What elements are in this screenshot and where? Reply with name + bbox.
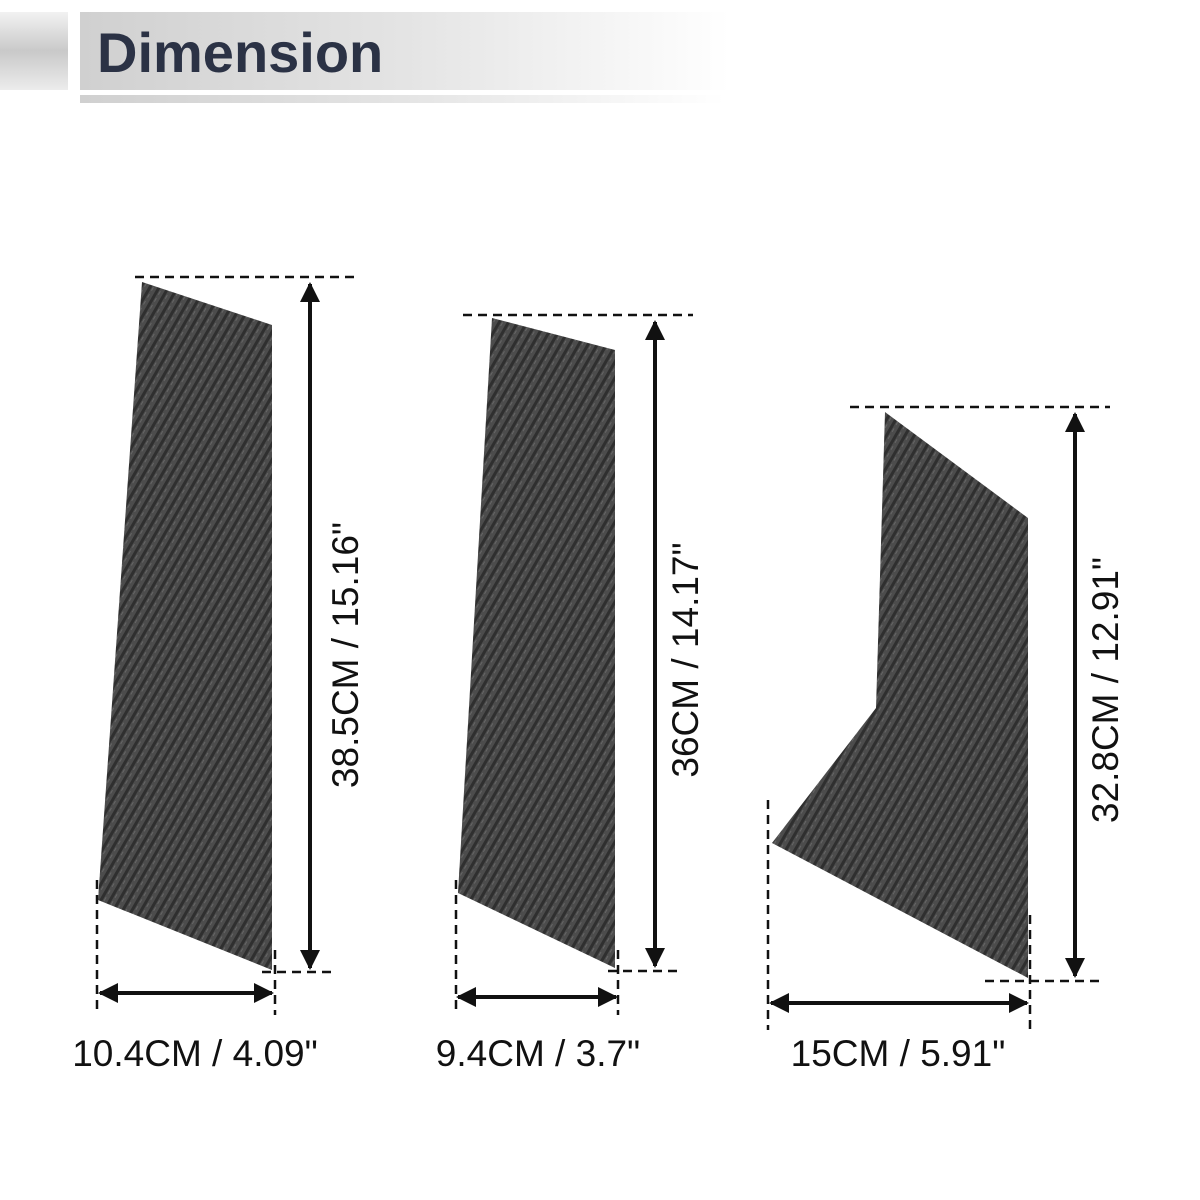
panel-shape bbox=[458, 318, 615, 968]
piece-1: 10.4CM / 4.09" 38.5CM / 15.16" bbox=[72, 275, 366, 1074]
height-label: 38.5CM / 15.16" bbox=[325, 522, 366, 788]
height-label: 32.8CM / 12.91" bbox=[1085, 557, 1126, 823]
height-label: 36CM / 14.17" bbox=[665, 542, 706, 777]
header-underline bbox=[80, 95, 725, 103]
width-label: 10.4CM / 4.09" bbox=[72, 1033, 318, 1074]
piece-3: 15CM / 5.91" 32.8CM / 12.91" bbox=[766, 405, 1126, 1074]
header: Dimension bbox=[0, 12, 730, 103]
width-label: 15CM / 5.91" bbox=[791, 1033, 1006, 1074]
header-title: Dimension bbox=[97, 21, 383, 84]
width-label: 9.4CM / 3.7" bbox=[436, 1033, 640, 1074]
panel-shape bbox=[98, 282, 272, 970]
piece-2: 9.4CM / 3.7" 36CM / 14.17" bbox=[436, 313, 706, 1074]
header-block bbox=[0, 12, 68, 90]
panel-shape bbox=[772, 412, 1028, 978]
header-band bbox=[80, 12, 730, 90]
